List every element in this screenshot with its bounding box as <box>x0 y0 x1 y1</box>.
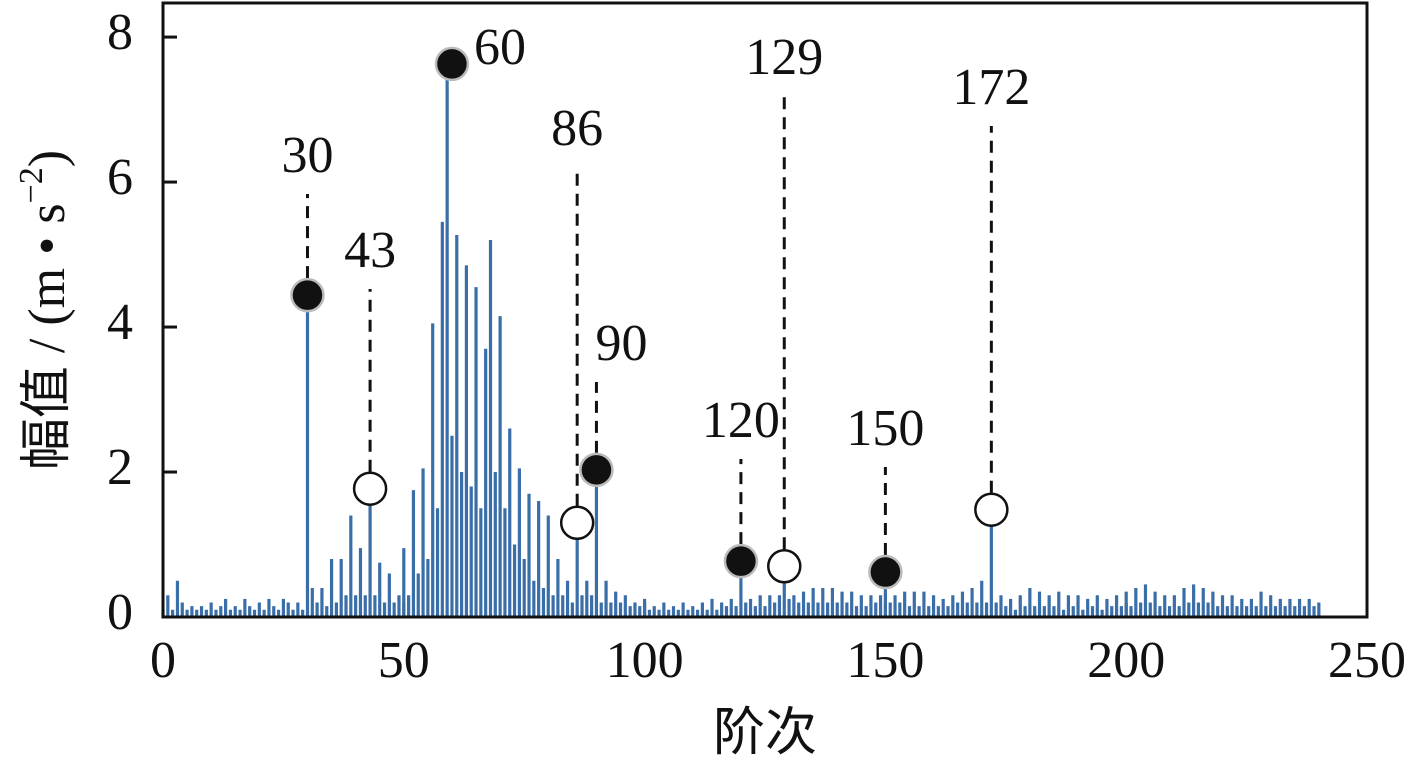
annotation-label: 90 <box>595 315 647 372</box>
y-tick-label: 2 <box>107 439 133 496</box>
x-tick-label: 150 <box>846 632 924 689</box>
marker <box>559 505 595 541</box>
y-tick-label: 8 <box>107 4 133 61</box>
annotation-label: 120 <box>702 392 780 449</box>
marker <box>723 543 759 579</box>
annotation-label: 86 <box>551 100 603 157</box>
marker <box>579 452 614 488</box>
marker <box>868 554 903 590</box>
x-tick-label: 50 <box>378 632 430 689</box>
y-axis-label-sup: −2 <box>13 167 50 203</box>
annotation-label: 43 <box>344 222 396 279</box>
marker <box>434 46 470 82</box>
marker <box>974 492 1009 527</box>
y-axis-label-close: ) <box>19 150 76 167</box>
annotation-label: 60 <box>474 19 526 76</box>
x-tick-label: 200 <box>1087 632 1165 689</box>
x-tick-label: 100 <box>606 632 684 689</box>
y-axis-label: 幅值 / (m • s−2) <box>13 150 76 470</box>
y-tick-label: 4 <box>107 294 133 351</box>
marker <box>352 471 388 506</box>
annotation-label: 129 <box>745 29 823 86</box>
annotation-label: 150 <box>846 400 924 457</box>
x-tick-label: 0 <box>150 632 176 689</box>
plot-frame <box>161 1 1369 619</box>
marker <box>290 277 325 313</box>
x-axis-label: 阶次 <box>713 705 817 762</box>
y-axis-label-text: 幅值 / (m • s <box>19 203 76 470</box>
y-tick-label: 0 <box>107 584 133 641</box>
marker <box>767 549 802 584</box>
annotation-label: 30 <box>281 127 333 184</box>
annotation-label: 172 <box>952 59 1030 116</box>
x-tick-label: 250 <box>1328 632 1406 689</box>
y-tick-label: 6 <box>107 149 133 206</box>
